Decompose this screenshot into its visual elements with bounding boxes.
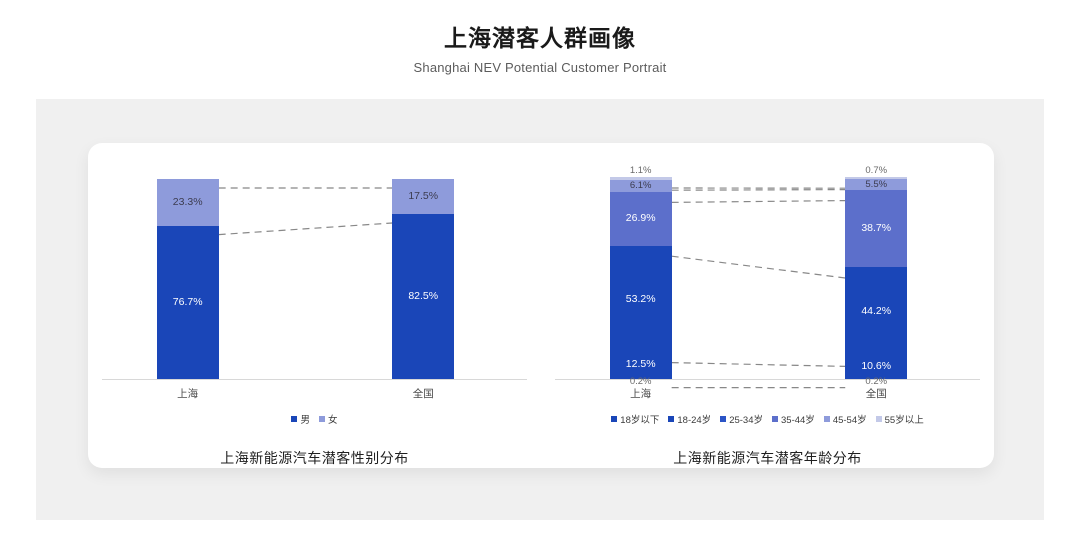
legend-swatch-icon [875, 416, 882, 422]
legend-label: 35-44岁 [781, 415, 815, 426]
legend-item-25-34岁[interactable]: 25-34岁 [720, 412, 763, 426]
bar-全国[interactable]: 17.5% 82.5% [392, 179, 455, 379]
bar-全国[interactable]: 0.7% 5.5% 38.7% 44.2% 10.6% 0.2% [845, 166, 908, 386]
legend-label: 25-34岁 [729, 415, 763, 426]
segment-45-54岁[interactable]: 6.1% [609, 179, 672, 192]
segment-value-label: 82.5% [408, 290, 439, 303]
segment-value-label: 0.7% [865, 165, 888, 177]
gender-chart-plot: 23.3% 76.7% 上海 17.5% 82.5% 全国 [88, 179, 541, 400]
legend-item-18岁以下[interactable]: 18岁以下 [611, 412, 659, 426]
legend-item-男[interactable]: 男 [291, 412, 310, 426]
segment-55岁以上[interactable]: 0.7% [845, 166, 908, 180]
legend-swatch-icon [720, 416, 727, 422]
legend-swatch-icon [772, 416, 778, 422]
segment-18-24岁[interactable]: 12.5% [609, 352, 672, 377]
legend-item-女[interactable]: 女 [319, 412, 338, 426]
bar-上海[interactable]: 1.1% 6.1% 26.9% 53.2% 12.5% 0.2% [609, 166, 672, 386]
segment-value-label: 1.1% [629, 165, 652, 177]
segment-18-24岁[interactable]: 10.6% [845, 355, 908, 377]
category-label-上海: 上海 [177, 388, 199, 400]
legend-item-18-24岁[interactable]: 18-24岁 [668, 412, 711, 426]
legend-swatch-icon [823, 416, 830, 422]
legend-swatch-icon [611, 416, 618, 422]
segment-value-label: 5.5% [865, 178, 888, 190]
category-label-全国: 全国 [412, 388, 434, 400]
legend-swatch-icon [319, 416, 325, 422]
segment-value-label: 53.2% [625, 292, 656, 305]
page-subtitle: Shanghai NEV Potential Customer Portrait [413, 59, 667, 75]
legend-item-55岁以上[interactable]: 55岁以上 [875, 412, 924, 426]
gender-chart-legend: 男女 [291, 412, 338, 426]
legend-label: 男 [300, 415, 310, 426]
legend-swatch-icon [291, 416, 298, 422]
segment-18岁以下[interactable]: 0.2% [609, 377, 672, 386]
legend-label: 18-24岁 [677, 415, 712, 426]
legend-label: 55岁以上 [884, 415, 924, 426]
segment-男[interactable]: 82.5% [392, 214, 455, 379]
legend-swatch-icon [668, 416, 675, 422]
legend-item-35-44岁[interactable]: 35-44岁 [772, 412, 815, 426]
page-title: 上海潜客人群画像 [444, 25, 636, 51]
segment-value-label: 0.2% [865, 376, 888, 387]
category-label-全国: 全国 [865, 388, 887, 400]
charts-card [88, 143, 994, 468]
segment-男[interactable]: 76.7% [156, 225, 219, 379]
connector-lines [218, 187, 393, 236]
segment-35-44岁[interactable]: 26.9% [609, 191, 672, 246]
segment-value-label: 26.9% [625, 212, 656, 225]
charts-row: 23.3% 76.7% 上海 17.5% 82.5% 全国男女上海新能源汽车潜客性别分布 1… [88, 143, 994, 468]
segment-18岁以下[interactable]: 0.2% [845, 377, 908, 386]
segment-value-label: 23.3% [172, 196, 203, 209]
legend-item-45-54岁[interactable]: 45-54岁 [823, 412, 867, 426]
age-chart-caption: 上海新能源汽车潜客年龄分布 [673, 450, 862, 466]
segment-value-label: 12.5% [625, 358, 656, 371]
segment-女[interactable]: 17.5% [392, 179, 455, 214]
age-chart-legend: 18岁以下 18-24岁 25-34岁 35-44岁 45-54岁 55岁以上 [611, 412, 924, 426]
segment-25-34岁[interactable]: 53.2% [609, 245, 672, 352]
legend-label: 女 [328, 415, 338, 426]
segment-value-label: 44.2% [861, 305, 892, 318]
axis-baseline [555, 379, 980, 380]
segment-value-label: 6.1% [629, 179, 652, 191]
legend-label: 45-54岁 [832, 415, 867, 426]
page-header: 上海潜客人群画像 Shanghai NEV Potential Customer… [0, 0, 1080, 75]
segment-value-label: 38.7% [861, 222, 892, 235]
age-chart: 1.1% 6.1% 26.9% 53.2% 12.5% 0.2% 上海 0.7% 5.5% 38.… [541, 143, 994, 468]
segment-55岁以上[interactable]: 1.1% [609, 166, 672, 180]
segment-女[interactable]: 23.3% [156, 179, 219, 226]
segment-35-44岁[interactable]: 38.7% [845, 190, 908, 268]
segment-45-54岁[interactable]: 5.5% [845, 178, 908, 191]
legend-label: 18岁以下 [620, 415, 660, 426]
segment-value-label: 10.6% [861, 360, 892, 373]
gender-chart: 23.3% 76.7% 上海 17.5% 82.5% 全国男女上海新能源汽车潜客性别分布 [88, 143, 541, 468]
axis-baseline [102, 379, 527, 380]
segment-value-label: 0.2% [629, 376, 652, 387]
gender-chart-caption: 上海新能源汽车潜客性别分布 [220, 450, 409, 466]
segment-25-34岁[interactable]: 44.2% [845, 267, 908, 356]
segment-value-label: 76.7% [172, 296, 203, 309]
connector-lines [671, 187, 846, 389]
age-chart-plot: 1.1% 6.1% 26.9% 53.2% 12.5% 0.2% 上海 0.7% 5.5% 38.… [541, 166, 994, 400]
segment-value-label: 17.5% [408, 190, 439, 203]
category-label-上海: 上海 [630, 388, 652, 400]
bar-上海[interactable]: 23.3% 76.7% [156, 179, 219, 379]
